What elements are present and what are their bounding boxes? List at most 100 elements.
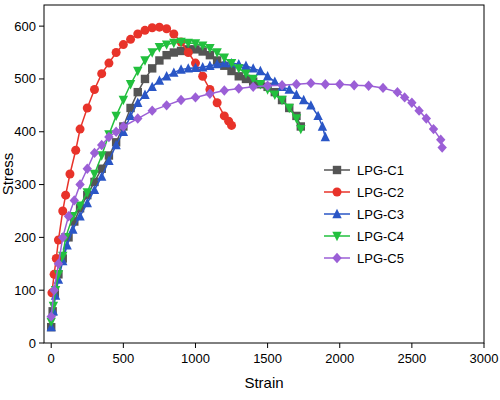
axes: 0500100015002000250030000100200300400500… — [14, 19, 498, 366]
y-tick — [39, 290, 44, 291]
data-point — [256, 66, 265, 75]
data-point — [76, 125, 85, 134]
legend-label: LPG-C3 — [357, 207, 404, 222]
data-point — [234, 83, 243, 93]
data-point — [263, 71, 272, 80]
data-point — [147, 82, 156, 91]
data-point — [292, 114, 301, 123]
series — [47, 38, 306, 327]
data-point — [83, 164, 92, 174]
x-tick — [411, 343, 412, 348]
data-point — [205, 89, 214, 99]
data-point — [176, 95, 185, 105]
data-point — [227, 59, 236, 68]
data-point — [97, 171, 106, 180]
data-point — [285, 104, 293, 112]
data-point — [292, 90, 301, 99]
y-tick — [39, 343, 44, 344]
data-point — [184, 48, 193, 57]
y-tick-label: 100 — [14, 283, 36, 298]
data-point — [126, 80, 135, 89]
x-tick-label: 1000 — [181, 351, 210, 366]
data-point — [141, 75, 149, 83]
data-point — [134, 88, 142, 96]
data-point — [140, 56, 149, 65]
x-tick-label: 0 — [48, 351, 55, 366]
y-tick — [39, 78, 44, 79]
data-point — [111, 112, 120, 121]
data-point — [111, 140, 120, 149]
data-point — [205, 61, 214, 70]
x-axis-label: Strain — [244, 374, 283, 391]
x-tick — [484, 343, 485, 348]
data-point — [306, 78, 315, 88]
data-point — [97, 69, 106, 78]
data-point — [147, 48, 156, 57]
data-point — [349, 80, 358, 90]
y-axis-label: Stress — [0, 153, 16, 196]
data-point — [378, 83, 387, 93]
data-point — [61, 191, 70, 200]
legend-marker — [332, 253, 341, 263]
y-tick-label: 200 — [14, 230, 36, 245]
x-tick — [195, 343, 196, 348]
data-point — [198, 62, 207, 71]
x-tick — [51, 343, 52, 348]
data-point — [58, 232, 67, 242]
x-tick-label: 500 — [112, 351, 134, 366]
data-point — [393, 87, 402, 97]
y-tick-label: 600 — [14, 19, 36, 34]
data-point — [147, 105, 156, 115]
data-point — [90, 85, 99, 94]
data-point — [407, 98, 416, 108]
x-tick-label: 2000 — [325, 351, 354, 366]
data-point — [133, 113, 142, 123]
data-point — [256, 80, 265, 89]
y-tick — [39, 26, 44, 27]
data-point — [422, 113, 431, 123]
data-point — [414, 105, 423, 115]
data-point — [191, 92, 200, 102]
data-point — [321, 79, 330, 89]
data-point — [104, 132, 113, 142]
series-line — [52, 27, 232, 293]
data-point — [54, 270, 63, 279]
data-point — [248, 63, 257, 72]
y-tick — [39, 184, 44, 185]
data-point — [75, 179, 84, 189]
data-point — [296, 125, 305, 134]
data-point — [75, 201, 84, 210]
data-point — [97, 140, 106, 150]
plot-data — [47, 23, 447, 332]
y-tick-label: 400 — [14, 124, 36, 139]
data-point — [335, 79, 344, 89]
data-point — [104, 156, 113, 165]
data-point — [436, 134, 445, 144]
chart: 0500100015002000250030000100200300400500… — [0, 0, 500, 400]
data-point — [112, 48, 121, 57]
data-point — [111, 127, 120, 137]
data-point — [90, 170, 99, 179]
data-point — [191, 39, 200, 48]
data-point — [321, 132, 330, 141]
series-line — [51, 83, 442, 316]
data-point — [155, 43, 164, 52]
x-tick-label: 3000 — [470, 351, 499, 366]
data-point — [47, 311, 56, 321]
x-tick-label: 1500 — [253, 351, 282, 366]
data-point — [198, 72, 207, 81]
data-point — [119, 96, 128, 105]
data-point — [270, 76, 279, 85]
data-point — [227, 121, 236, 130]
data-point — [162, 40, 171, 49]
data-point — [148, 64, 156, 72]
data-point — [241, 69, 250, 78]
data-point — [220, 85, 229, 95]
data-point — [126, 35, 135, 44]
data-point — [306, 100, 315, 109]
data-point — [49, 285, 58, 295]
data-point — [429, 124, 438, 134]
y-tick-label: 300 — [14, 177, 36, 192]
x-tick — [123, 343, 124, 348]
legend-label: LPG-C5 — [357, 251, 404, 266]
